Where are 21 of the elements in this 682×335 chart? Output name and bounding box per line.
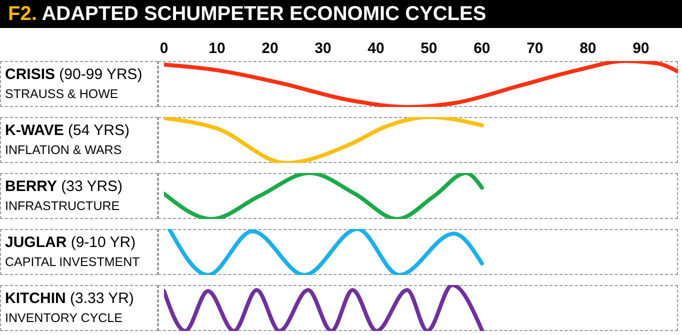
chart-title: JUGLAR (9-10 YR): [5, 234, 137, 251]
text: INFLATION & WARS: [5, 143, 123, 157]
x-tick-label: 90: [632, 40, 650, 57]
x-tick-label: 60: [474, 40, 490, 57]
chart-title: K-WAVE (54 YRS): [5, 122, 130, 139]
x-tick-label: 0: [160, 40, 168, 57]
chart-title: BERRY (33 YRS): [5, 178, 124, 195]
chart-title: CRISIS (90-99 YRS): [5, 66, 144, 83]
x-tick-label: 80: [580, 40, 596, 57]
text: CAPITAL INVESTMENT: [5, 255, 141, 269]
x-tick-label: 10: [208, 40, 226, 57]
x-tick-label: 70: [526, 40, 544, 57]
text: STRAUSS & HOWE: [5, 87, 120, 101]
text: INFRASTRUCTURE: [5, 199, 121, 213]
x-tick-label: 40: [368, 40, 384, 57]
text: F2. ADAPTED SCHUMPETER ECONOMIC CYCLES: [8, 2, 486, 26]
text: INVENTORY CYCLE: [5, 311, 124, 325]
x-tick-label: 30: [314, 40, 332, 57]
chart-title: KITCHIN (3.33 YR): [5, 290, 135, 307]
x-tick-label: 20: [262, 40, 278, 57]
x-tick-label: 50: [420, 40, 438, 57]
